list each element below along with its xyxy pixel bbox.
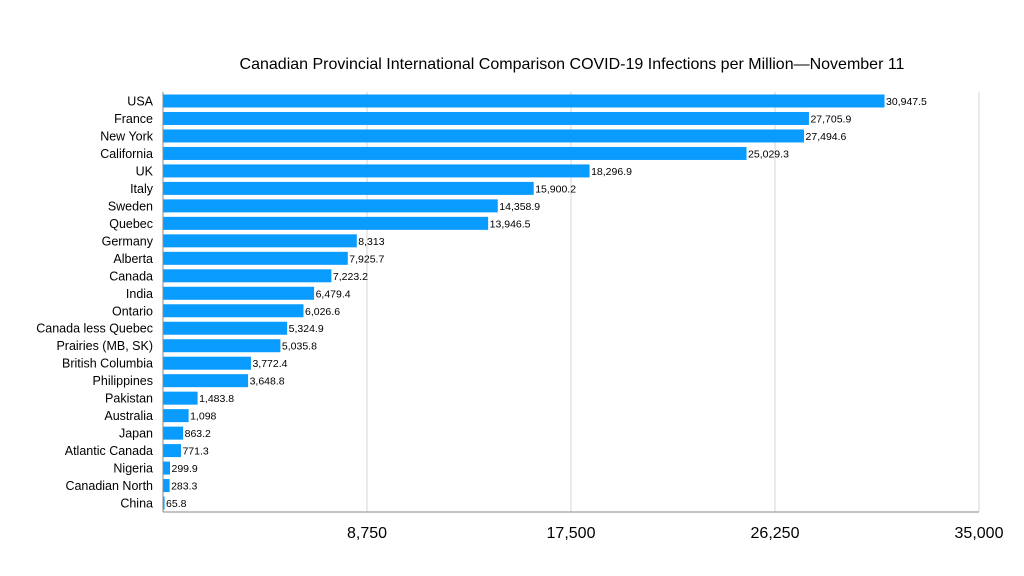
data-label: 13,946.5 — [490, 218, 531, 230]
x-tick-label: 8,750 — [347, 525, 387, 542]
x-tick-label: 17,500 — [547, 525, 596, 542]
category-label: UK — [136, 164, 154, 178]
data-label: 3,648.8 — [250, 376, 285, 388]
data-label: 863.2 — [185, 428, 211, 440]
category-label: China — [120, 497, 153, 511]
data-label: 18,296.9 — [591, 166, 632, 178]
category-label: Quebec — [109, 217, 153, 231]
category-label: Atlantic Canada — [65, 444, 153, 458]
category-label: California — [100, 147, 153, 161]
bar — [163, 146, 747, 160]
data-label: 283.3 — [171, 481, 197, 493]
category-label: Ontario — [112, 304, 153, 318]
data-label: 6,479.4 — [316, 288, 351, 300]
category-label: Canadian North — [65, 479, 153, 493]
x-tick-label: 35,000 — [955, 525, 1004, 542]
data-label: 8,313 — [358, 236, 384, 248]
category-label: Sweden — [108, 199, 153, 213]
category-label: India — [126, 287, 153, 301]
category-label: British Columbia — [62, 357, 153, 371]
bar — [163, 356, 251, 370]
bar — [163, 304, 304, 318]
bar — [163, 234, 357, 248]
bar — [163, 426, 184, 440]
bar — [163, 251, 348, 265]
data-label: 27,705.9 — [810, 113, 851, 125]
data-label: 7,223.2 — [333, 271, 368, 283]
bar — [163, 181, 534, 195]
category-label: USA — [127, 95, 153, 109]
data-label: 5,035.8 — [282, 341, 317, 353]
data-label: 5,324.9 — [289, 323, 324, 335]
bar — [163, 479, 170, 493]
category-label: Prairies (MB, SK) — [56, 339, 153, 353]
data-label: 1,483.8 — [199, 393, 234, 405]
x-tick-label: 26,250 — [751, 525, 800, 542]
category-label: Philippines — [93, 374, 153, 388]
data-label: 6,026.6 — [305, 306, 340, 318]
data-label: 15,900.2 — [535, 183, 576, 195]
category-label: Pakistan — [105, 392, 153, 406]
category-label: Germany — [102, 234, 154, 248]
category-label: Canada — [109, 269, 153, 283]
data-label: 7,925.7 — [349, 253, 384, 265]
data-label: 14,358.9 — [499, 201, 540, 213]
data-label: 65.8 — [166, 498, 187, 510]
bar — [163, 391, 198, 405]
bar — [163, 129, 805, 143]
category-label: Australia — [104, 409, 153, 423]
category-label: Nigeria — [113, 462, 153, 476]
bar — [163, 374, 249, 388]
bar — [163, 409, 189, 423]
data-label: 771.3 — [182, 446, 208, 458]
data-label: 27,494.6 — [806, 131, 847, 143]
bar — [163, 199, 498, 213]
bar — [163, 286, 315, 300]
bar — [163, 111, 809, 125]
category-label: New York — [100, 129, 154, 143]
bar — [163, 444, 181, 458]
bar — [163, 461, 170, 475]
category-label: France — [114, 112, 153, 126]
bar — [163, 321, 288, 335]
category-label: Alberta — [113, 252, 153, 266]
bar — [163, 216, 489, 230]
bar — [163, 94, 885, 108]
data-label: 3,772.4 — [252, 358, 287, 370]
data-label: 1,098 — [190, 411, 216, 423]
data-label: 299.9 — [171, 463, 197, 475]
data-label: 25,029.3 — [748, 148, 789, 160]
category-label: Canada less Quebec — [36, 322, 153, 336]
data-label: 30,947.5 — [886, 96, 927, 108]
category-label: Japan — [119, 427, 153, 441]
bar — [163, 339, 281, 353]
bar — [163, 496, 165, 510]
chart-title: Canadian Provincial International Compar… — [240, 56, 905, 73]
category-label: Italy — [130, 182, 154, 196]
bar — [163, 269, 332, 283]
bar — [163, 164, 590, 178]
